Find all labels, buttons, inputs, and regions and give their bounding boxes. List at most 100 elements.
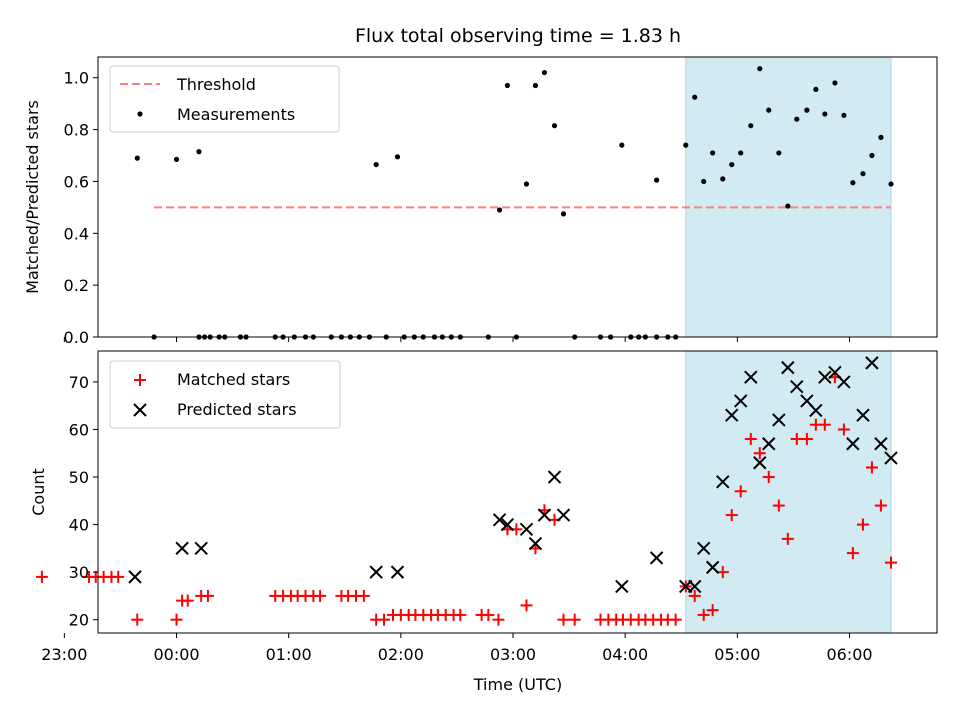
- measurement-point: [869, 152, 875, 159]
- predicted-star-point: [649, 551, 664, 565]
- ratio-y-tick-label: 0.2: [64, 276, 89, 295]
- count-legend: Matched stars Predicted stars: [109, 360, 341, 429]
- legend-measurements-swatch: [137, 111, 143, 117]
- matched-star-point: [856, 518, 869, 531]
- legend-frame: [109, 65, 340, 133]
- matched-star-point: [357, 589, 370, 602]
- matched-star-point: [885, 556, 898, 569]
- matched-star-point: [314, 589, 327, 602]
- matched-star-point: [725, 509, 738, 522]
- predicted-star-point: [615, 579, 629, 594]
- count-y-tick-label: 70: [69, 373, 89, 392]
- measurement-point: [532, 82, 539, 89]
- highlight-span: [685, 350, 892, 634]
- predicted-star-point: [837, 375, 851, 389]
- predicted-star-point: [194, 541, 208, 556]
- highlight-span-region: [685, 350, 892, 634]
- measurement-point: [748, 123, 754, 129]
- ratio-panel: 0.0 0.2 0.4 0.6 0.8 1.0 Matched/Predicted sta…: [23, 56, 938, 347]
- predicted-star-point: [537, 508, 552, 522]
- count-axes-frame: [97, 350, 938, 634]
- predicted-star-point: [175, 541, 189, 556]
- measurement-point: [504, 82, 511, 89]
- measurement-point: [720, 176, 726, 182]
- predicted-star-point: [744, 370, 758, 384]
- measurement-point: [394, 154, 401, 160]
- measurement-point: [841, 112, 847, 118]
- ratio-legend: Threshold Measurements: [109, 65, 340, 133]
- matched-star-point: [772, 499, 785, 512]
- predicted-star-point: [725, 408, 739, 422]
- matched-star-point: [482, 608, 495, 621]
- predicted-star-point: [874, 437, 888, 451]
- measurement-point: [619, 142, 625, 148]
- measurement-point: [878, 134, 884, 140]
- x-tick-label: 03:00: [490, 645, 536, 664]
- predicted-star-point: [688, 579, 702, 594]
- measurement-point: [850, 180, 856, 186]
- count-y-tick-label: 50: [69, 468, 89, 487]
- matched-star-point: [800, 432, 813, 445]
- predicted-star-point: [818, 370, 832, 384]
- measurement-point: [683, 142, 689, 148]
- predicted-star-point: [547, 470, 562, 484]
- measurement-point: [776, 150, 782, 156]
- measurement-point: [701, 178, 707, 185]
- matched-star-point: [557, 613, 570, 626]
- measurement-point: [794, 116, 800, 122]
- legend-predicted-swatch: [133, 403, 147, 417]
- matched-star-point: [170, 613, 183, 626]
- measurement-point: [692, 94, 698, 100]
- matched-star-point: [697, 608, 710, 621]
- ratio-x-ticks: [63, 337, 851, 342]
- count-y-axis-label: Count: [29, 468, 48, 516]
- predicted-star-point: [781, 360, 795, 375]
- measurement-point: [653, 177, 660, 183]
- ratio-y-ticks: 0.0 0.2 0.4 0.6 0.8 1.0: [64, 69, 98, 347]
- ratio-y-tick-label: 1.0: [64, 69, 89, 88]
- legend-matched-swatch: [134, 374, 146, 386]
- matched-star-point: [762, 471, 775, 484]
- matched-star-point: [35, 570, 48, 583]
- legend-predicted-label: Predicted stars: [177, 400, 297, 419]
- matched-star-point: [790, 432, 803, 445]
- measurement-point: [738, 150, 744, 156]
- matched-star-point: [520, 599, 533, 612]
- measurement-point: [373, 161, 379, 168]
- ratio-y-axis-label: Matched/Predicted stars: [23, 100, 42, 294]
- count-y-tick-label: 20: [69, 611, 89, 630]
- count-y-tick-label: 40: [69, 516, 89, 535]
- matched-star-point: [568, 613, 581, 626]
- predicted-star-point: [846, 437, 860, 451]
- measurement-point: [832, 80, 838, 86]
- count-panel: 20 30 40 50 60 70 23:00 00:00 01:00 02:00 03:00 04…: [29, 350, 938, 694]
- matched-star-point: [846, 547, 859, 560]
- ratio-y-tick-label: 0.4: [64, 224, 89, 243]
- matched-star-point: [818, 418, 831, 431]
- matched-star-point: [669, 613, 682, 626]
- predicted-star-point: [809, 403, 823, 418]
- matched-star-point: [706, 604, 719, 617]
- measurement-point: [523, 181, 530, 187]
- x-tick-label: 01:00: [266, 645, 312, 664]
- x-tick-label: 23:00: [41, 645, 87, 664]
- x-tick-label: 00:00: [153, 645, 199, 664]
- measurement-point: [785, 203, 791, 209]
- measurement-point: [560, 211, 567, 217]
- matched-star-point: [744, 432, 757, 445]
- predicted-star-point: [492, 513, 507, 527]
- highlight-span-region: [685, 56, 892, 338]
- predicted-star-point: [856, 408, 870, 422]
- predicted-star-point: [696, 541, 711, 556]
- predicted-star-point: [734, 394, 748, 408]
- predicted-star-point: [390, 565, 405, 579]
- predicted-star-point: [705, 560, 720, 575]
- measurement-point: [813, 86, 819, 93]
- legend-matched-label: Matched stars: [177, 370, 290, 389]
- ratio-y-tick-label: 0.0: [64, 328, 89, 347]
- matched-star-point: [688, 589, 701, 602]
- matched-star-point: [734, 485, 747, 498]
- measurement-point: [822, 111, 828, 117]
- measurement-point: [804, 107, 810, 113]
- predicted-star-point: [369, 565, 383, 579]
